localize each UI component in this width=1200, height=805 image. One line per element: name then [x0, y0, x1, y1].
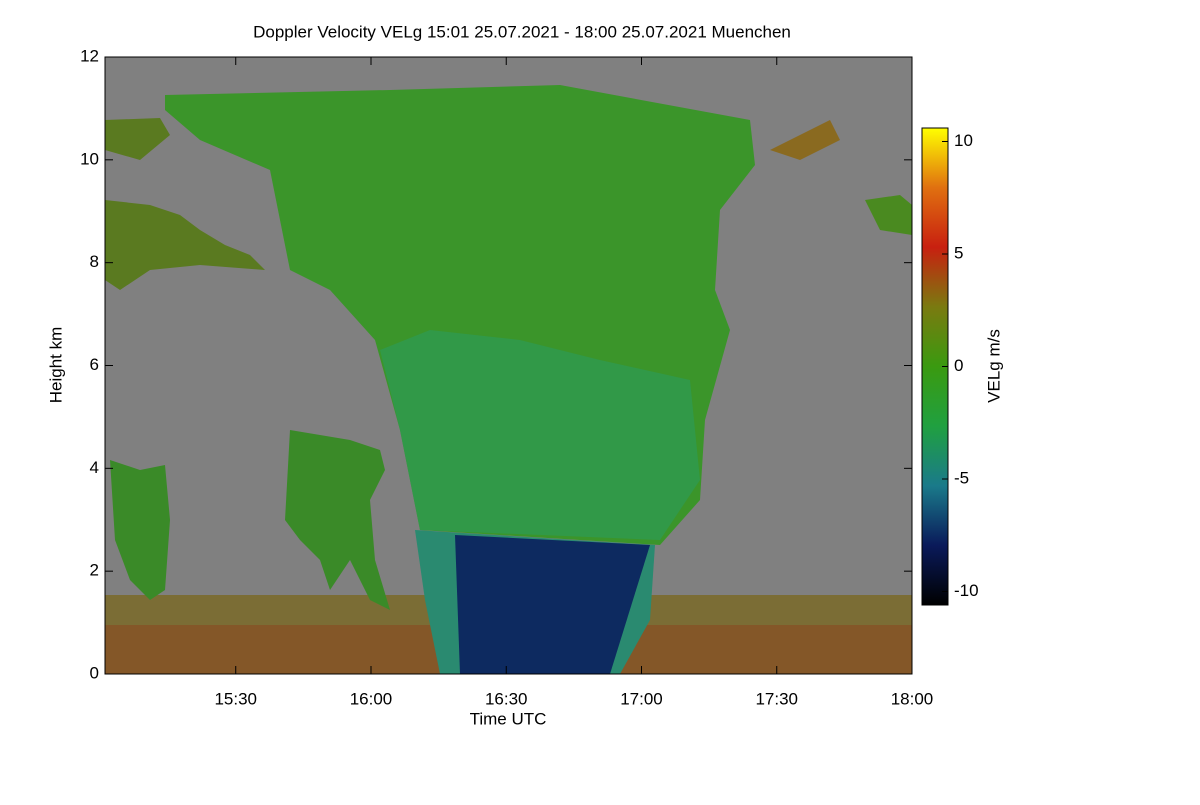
- colorbar-tick-label: -10: [954, 581, 979, 600]
- cloud-patch: [770, 120, 840, 160]
- downdraft-core: [455, 535, 650, 674]
- cloud-patch: [285, 430, 390, 610]
- cloud-patch: [110, 460, 170, 600]
- chart-title: Doppler Velocity VELg 15:01 25.07.2021 -…: [253, 22, 791, 41]
- cloud-patch: [865, 195, 912, 235]
- heatmap-image: [105, 57, 912, 674]
- colorbar-tick-label: 5: [954, 243, 963, 262]
- y-tick-label: 10: [80, 149, 99, 168]
- x-tick-label: 17:00: [620, 689, 663, 708]
- y-tick-label: 0: [90, 663, 99, 682]
- y-tick-label: 2: [90, 561, 99, 580]
- x-tick-label: 16:30: [485, 689, 528, 708]
- y-tick-label: 6: [90, 355, 99, 374]
- colorbar-label: VELg m/s: [984, 329, 1003, 403]
- x-tick-label: 16:00: [350, 689, 393, 708]
- colorbar-tick-label: -5: [954, 468, 969, 487]
- y-tick-label: 4: [90, 458, 99, 477]
- x-tick-label: 17:30: [755, 689, 798, 708]
- y-tick-label: 12: [80, 46, 99, 65]
- colorbar-tick-label: 0: [954, 356, 963, 375]
- x-tick-label: 15:30: [214, 689, 257, 708]
- y-axis-label: Height km: [46, 327, 65, 404]
- y-tick-label: 8: [90, 252, 99, 271]
- colorbar-tick-label: 10: [954, 131, 973, 150]
- anvil-core: [380, 330, 700, 540]
- cloud-patch: [105, 118, 170, 160]
- x-axis-label: Time UTC: [470, 709, 547, 728]
- cloud-patch: [105, 200, 265, 290]
- x-tick-label: 18:00: [891, 689, 934, 708]
